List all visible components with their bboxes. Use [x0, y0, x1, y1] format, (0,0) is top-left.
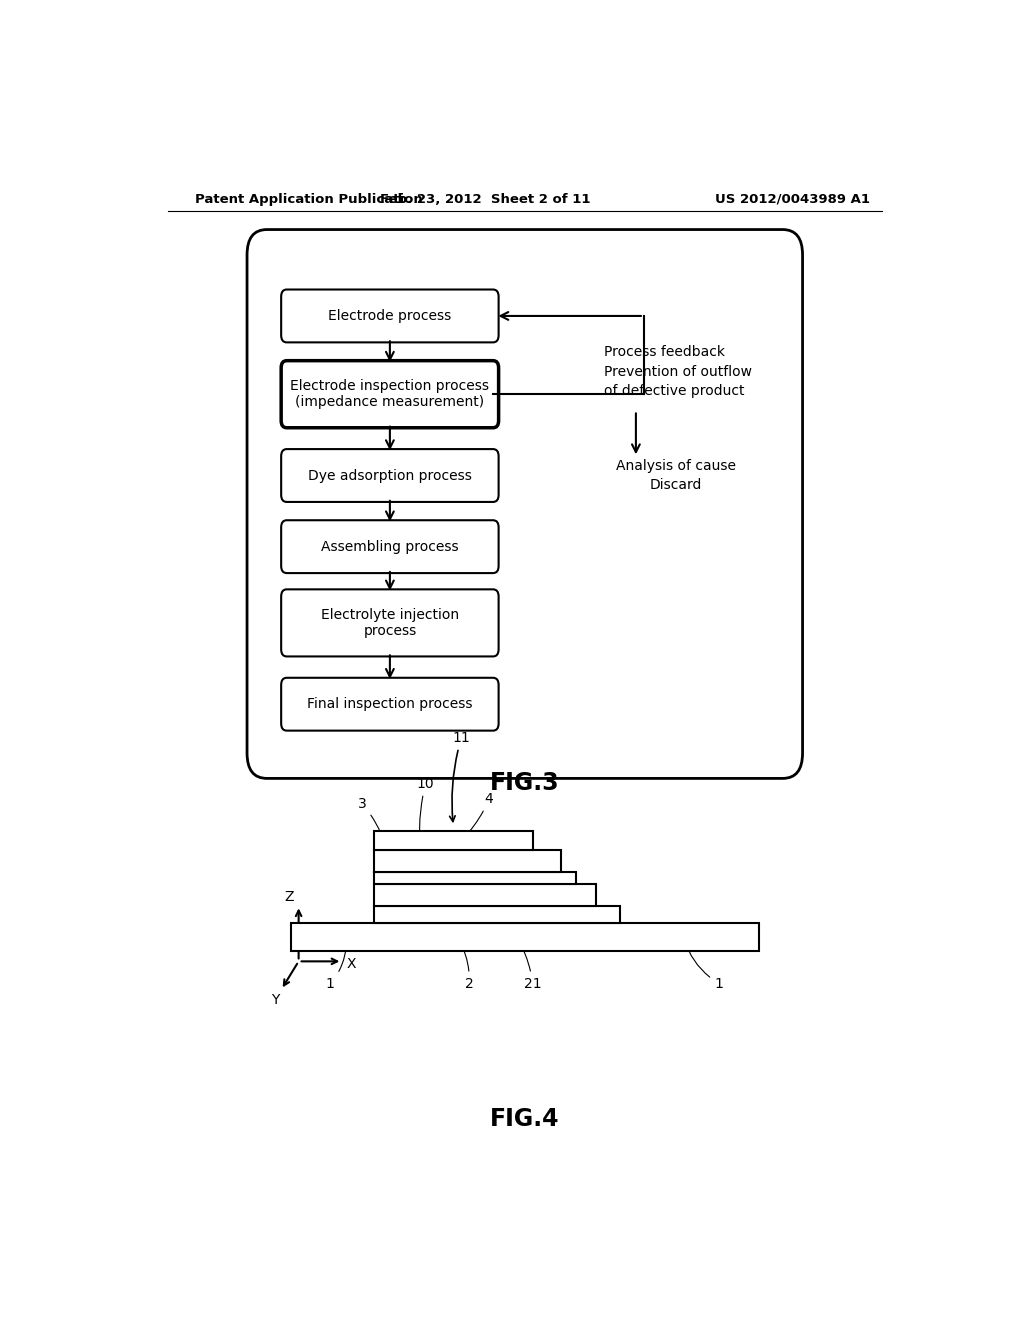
- FancyBboxPatch shape: [282, 677, 499, 731]
- Text: 1: 1: [684, 940, 724, 990]
- Text: Electrolyte injection
process: Electrolyte injection process: [321, 607, 459, 638]
- Text: Dye adsorption process: Dye adsorption process: [308, 469, 472, 483]
- Text: 10: 10: [417, 776, 434, 857]
- Text: Assembling process: Assembling process: [322, 540, 459, 553]
- Text: 1: 1: [326, 940, 346, 990]
- FancyBboxPatch shape: [282, 449, 499, 502]
- Text: Analysis of cause
Discard: Analysis of cause Discard: [616, 459, 736, 492]
- Text: Electrode inspection process
(impedance measurement): Electrode inspection process (impedance …: [291, 379, 489, 409]
- Text: FIG.3: FIG.3: [490, 771, 559, 796]
- Text: 2: 2: [459, 940, 474, 990]
- Bar: [374, 850, 560, 873]
- FancyBboxPatch shape: [247, 230, 803, 779]
- FancyBboxPatch shape: [282, 289, 499, 342]
- Text: Process feedback
Prevention of outflow
of defective product: Process feedback Prevention of outflow o…: [604, 346, 753, 399]
- Text: Feb. 23, 2012  Sheet 2 of 11: Feb. 23, 2012 Sheet 2 of 11: [380, 193, 591, 206]
- Text: US 2012/0043989 A1: US 2012/0043989 A1: [715, 193, 870, 206]
- Bar: [291, 923, 759, 952]
- Text: 21: 21: [518, 940, 542, 990]
- Text: 11: 11: [450, 731, 470, 821]
- Text: Final inspection process: Final inspection process: [307, 697, 473, 711]
- Text: X: X: [347, 957, 356, 972]
- Text: FIG.4: FIG.4: [490, 1107, 559, 1131]
- Bar: [374, 832, 532, 850]
- Text: 3: 3: [357, 797, 388, 892]
- FancyBboxPatch shape: [282, 360, 499, 428]
- Text: Z: Z: [285, 890, 294, 904]
- Text: 4: 4: [463, 792, 494, 838]
- FancyBboxPatch shape: [282, 520, 499, 573]
- Bar: [374, 884, 596, 907]
- FancyBboxPatch shape: [282, 589, 499, 656]
- Bar: [374, 873, 577, 884]
- Bar: [374, 907, 620, 923]
- Text: Y: Y: [270, 993, 279, 1007]
- Text: Electrode process: Electrode process: [329, 309, 452, 323]
- Text: Patent Application Publication: Patent Application Publication: [196, 193, 423, 206]
